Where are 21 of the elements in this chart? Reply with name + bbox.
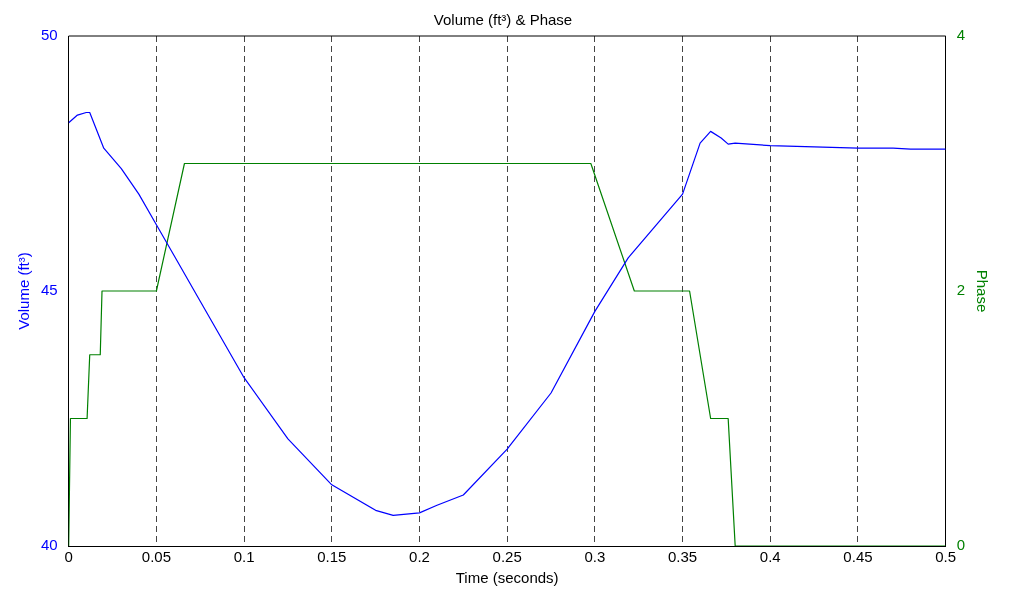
x-tick-label: 0.1: [233, 548, 255, 566]
x-tick-label: 0.05: [141, 548, 171, 566]
x-tick-label: 0.2: [409, 548, 430, 566]
x-tick-label: 0.45: [843, 548, 873, 566]
x-tick-label: 0.25: [492, 548, 522, 566]
x-tick-label: 0.3: [584, 548, 606, 566]
x-tick-label: 0.35: [667, 548, 698, 566]
x-tick-label: 0.5: [935, 548, 957, 566]
x-axis-title: Time (seconds): [455, 569, 559, 587]
y-tick-label: 40: [41, 536, 58, 554]
x-tick-label: 0.15: [317, 548, 347, 566]
y2-axis-title: Phase: [973, 269, 991, 313]
y2-tick-label: 2: [956, 281, 965, 299]
y2-tick-label: 0: [956, 536, 965, 554]
chart-title: Volume (ft³) & Phase: [433, 11, 573, 29]
y-tick-label: 50: [41, 26, 58, 44]
x-tick-label: 0: [64, 548, 73, 566]
y-axis-title: Volume (ft³): [15, 252, 33, 330]
y2-tick-label: 4: [956, 26, 965, 44]
y-tick-label: 45: [41, 281, 58, 299]
x-tick-label: 0.4: [759, 548, 781, 566]
